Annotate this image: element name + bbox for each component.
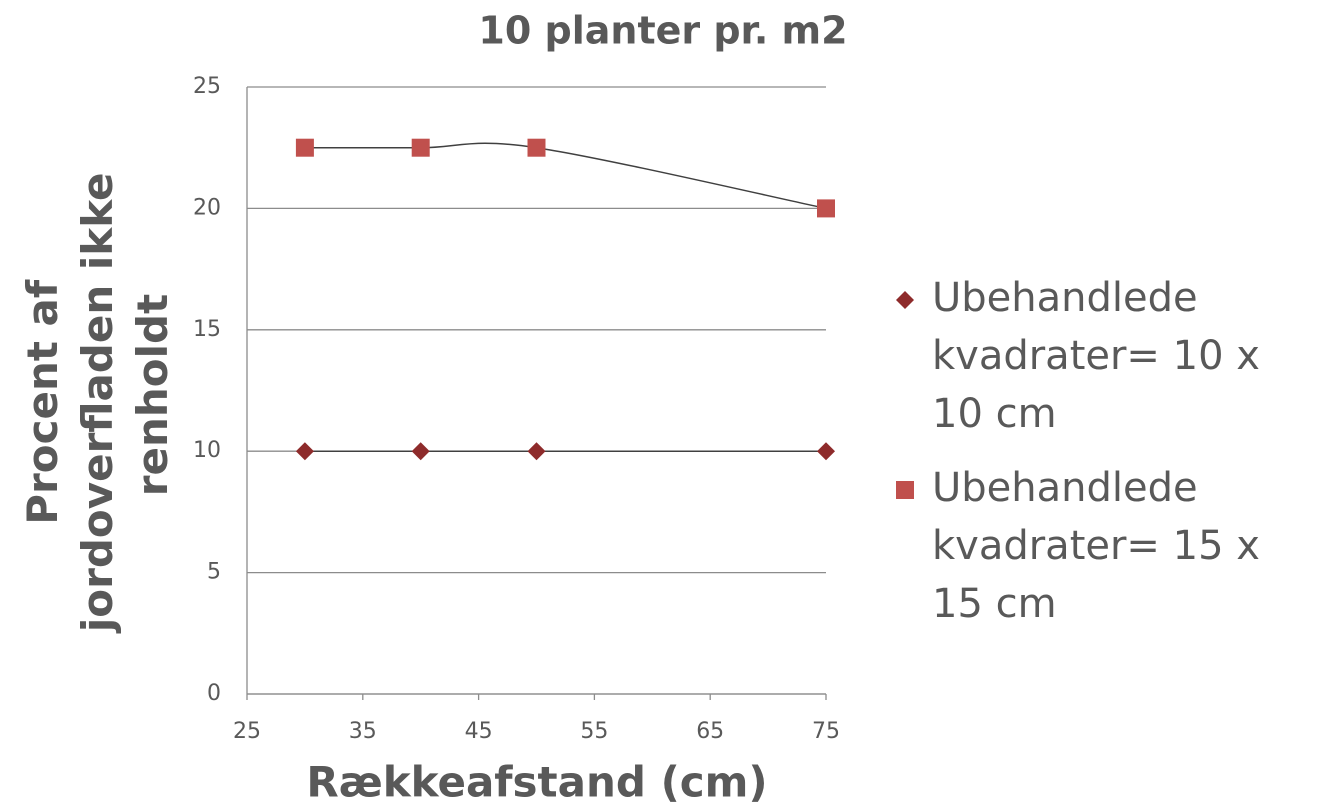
y-tick-label: 15 (193, 317, 221, 342)
legend-label: Ubehandlede kvadrater= 10 x 10 cm (932, 275, 1273, 437)
data-point (295, 442, 314, 461)
data-point (527, 138, 546, 157)
x-tick-label: 75 (812, 719, 840, 744)
data-point (817, 442, 835, 461)
y-tick-label: 5 (207, 560, 221, 585)
legend-label: Ubehandlede kvadrater= 15 x 15 cm (932, 465, 1273, 627)
x-tick-label: 45 (465, 719, 493, 744)
y-tick-label: 10 (193, 438, 221, 463)
chart-title: 10 planter pr. m2 (478, 9, 847, 53)
x-tick-label: 55 (580, 719, 608, 744)
data-point (817, 199, 835, 218)
x-tick-label: 25 (233, 719, 261, 744)
x-tick-label: 65 (696, 719, 724, 744)
y-tick-label: 0 (207, 681, 221, 706)
data-point (411, 138, 430, 157)
legend-marker (896, 291, 914, 309)
x-axis-title: Rækkeafstand (cm) (306, 758, 767, 807)
y-tick-label: 25 (193, 74, 221, 99)
legend-marker (896, 481, 914, 499)
y-axis-title: Procent af jordoverfladen ikke renholdt (18, 158, 177, 634)
data-point (527, 442, 546, 461)
data-point (295, 138, 314, 157)
y-tick-label: 20 (193, 195, 221, 220)
x-tick-label: 35 (349, 719, 377, 744)
data-point (411, 442, 430, 461)
series-line (304, 142, 827, 210)
